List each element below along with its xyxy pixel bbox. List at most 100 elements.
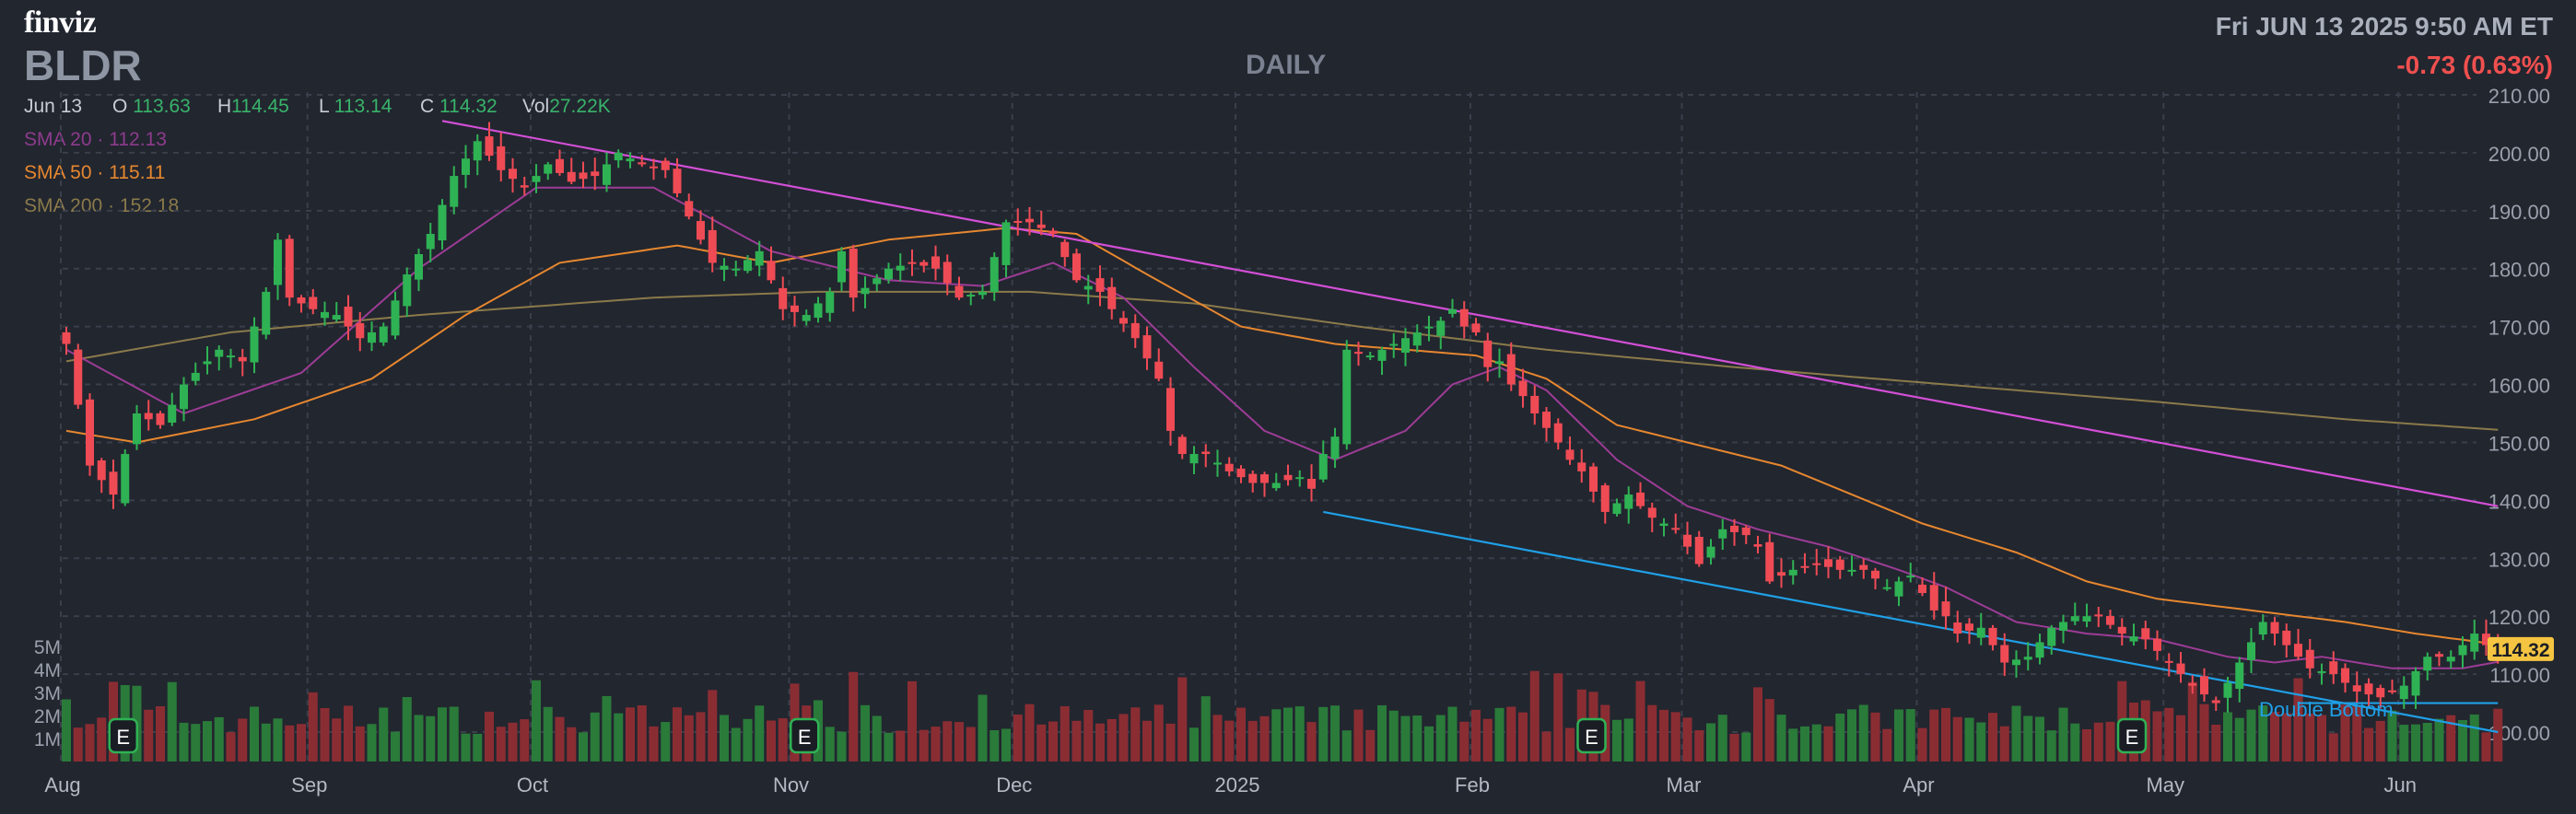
candle-body: [1130, 322, 1140, 339]
volume-bar: [1247, 720, 1258, 762]
candle-body: [1107, 286, 1117, 309]
volume-axis-label: 5M: [34, 637, 61, 658]
sma20-value: 112.13: [109, 129, 167, 150]
volume-bar: [1905, 709, 1915, 762]
volume-bar: [191, 724, 201, 762]
candle-body: [1636, 492, 1645, 506]
candle-body: [2399, 685, 2408, 700]
sma20-legend: SMA 20 · 112.13: [24, 129, 167, 151]
finviz-logo[interactable]: finviz: [24, 6, 97, 40]
volume-bar: [2481, 732, 2491, 762]
volume-bar: [496, 727, 506, 762]
resistance-trendline: [441, 120, 2499, 507]
volume-bar: [144, 709, 154, 762]
volume-bar: [1060, 705, 1070, 762]
volume-bar: [2422, 722, 2432, 762]
volume-bar: [1659, 709, 1669, 762]
volume-bar: [2293, 678, 2303, 762]
volume-bar: [1753, 687, 1762, 762]
volume-bar: [508, 722, 518, 762]
ohlc-low: L 113.14: [319, 96, 392, 118]
volume-bar: [849, 671, 859, 762]
candle-body: [109, 471, 118, 495]
volume-bar: [1071, 720, 1082, 762]
volume-bar: [1506, 706, 1516, 762]
candle-body: [1777, 572, 1786, 576]
candle-body: [156, 413, 165, 425]
volume-bar: [1482, 718, 1493, 762]
volume-bar: [954, 722, 964, 762]
price-axis-label: 150.00: [2488, 432, 2550, 455]
volume-bar: [1165, 723, 1176, 762]
volume-bar: [2246, 709, 2256, 762]
candle-body: [790, 305, 799, 312]
volume-bar: [1729, 733, 1739, 762]
candle-body: [2282, 630, 2291, 645]
candle-body: [556, 158, 564, 173]
volume-bar: [73, 727, 83, 762]
volume-bar: [1083, 709, 1094, 762]
volume-bar: [1412, 715, 1423, 762]
candle-body: [2482, 634, 2490, 645]
volume-bar: [1107, 718, 1117, 762]
candle-body: [2446, 657, 2455, 662]
volume-bar: [156, 705, 165, 762]
candle-body: [1436, 320, 1446, 336]
candle-body: [1871, 570, 1879, 579]
volume-bar: [1013, 714, 1023, 762]
volume-bar: [2493, 708, 2503, 762]
candle-body: [1424, 326, 1434, 329]
chart-period: DAILY: [1246, 50, 1327, 80]
volume-bar: [1811, 724, 1821, 762]
candle-body: [2423, 657, 2432, 671]
volume-bar: [1400, 715, 1411, 762]
candle-body: [1812, 563, 1821, 565]
candle-body: [966, 295, 976, 297]
candle-body: [426, 233, 435, 250]
volume-bar: [1048, 721, 1058, 762]
candle-body: [1506, 354, 1516, 385]
candle-body: [203, 361, 212, 365]
candle-body: [1647, 507, 1657, 518]
candle-body: [603, 164, 611, 185]
candle-body: [802, 315, 811, 321]
candle-body: [2106, 616, 2114, 625]
volume-bar: [720, 715, 729, 762]
volume-bar: [1283, 707, 1293, 762]
volume-bar: [2399, 725, 2409, 762]
candle-body: [2070, 616, 2079, 622]
volume-bar: [661, 722, 671, 762]
candle-body: [379, 326, 388, 343]
candle-body: [779, 287, 788, 309]
volume-bar: [755, 705, 765, 762]
candle-body: [2376, 688, 2385, 698]
volume-axis-label: 3M: [34, 683, 61, 704]
support-trendline: [1323, 510, 2499, 734]
candle-body: [309, 297, 318, 309]
candle-body: [1577, 462, 1587, 471]
candle-body: [1072, 253, 1081, 281]
candle-body: [1800, 565, 1809, 568]
volume-bar: [2411, 724, 2420, 762]
volume-bar: [614, 713, 624, 762]
candle-body: [191, 372, 200, 381]
volume-bar: [1142, 720, 1152, 762]
ohlc-date: Jun 13: [24, 96, 83, 117]
volume-bar: [1224, 720, 1235, 762]
candle-body: [1365, 355, 1375, 358]
volume-bar: [1271, 709, 1282, 762]
volume-bar: [673, 707, 682, 762]
volume-bar: [1717, 715, 1727, 762]
volume-bar: [1999, 726, 2009, 762]
volume-bar: [2011, 705, 2021, 762]
candle-body: [1859, 564, 1868, 570]
sma50-separator: ·: [97, 162, 104, 183]
candle-body: [1318, 454, 1328, 480]
volume-bar: [579, 732, 588, 762]
volume-bar: [1189, 727, 1199, 762]
candle-body: [1706, 546, 1715, 558]
volume-bar: [1529, 670, 1540, 762]
candle-body: [2153, 638, 2161, 651]
volume-bar: [532, 680, 541, 762]
